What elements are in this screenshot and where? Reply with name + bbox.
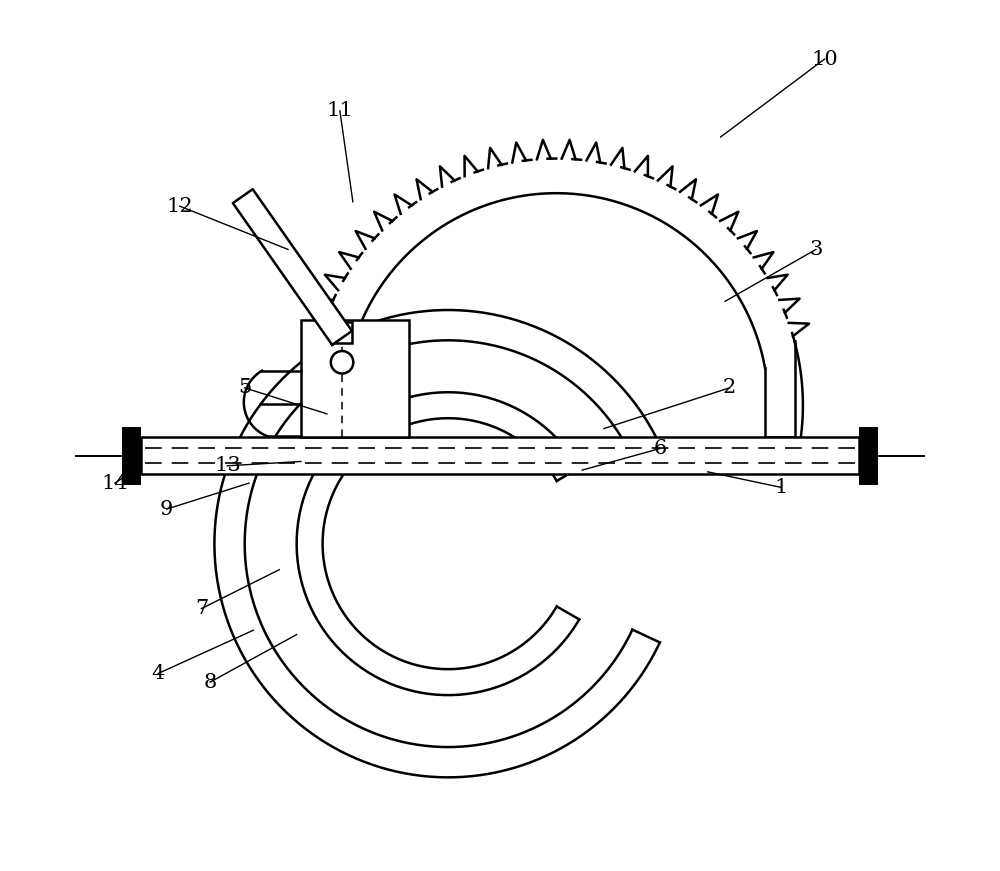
Text: 13: 13 [214,456,241,476]
Text: 14: 14 [102,474,128,493]
Bar [859,427,878,485]
Text: 5: 5 [238,378,251,397]
Text: 1: 1 [775,478,788,497]
Text: 3: 3 [809,240,823,259]
Bar [122,427,141,485]
Text: 2: 2 [723,378,736,397]
Polygon shape [233,189,352,345]
Text: 10: 10 [811,50,838,69]
Bar [332,322,352,343]
Circle shape [331,351,353,374]
Text: 9: 9 [160,500,173,518]
Bar [141,437,859,475]
Text: 11: 11 [327,101,353,120]
Text: 12: 12 [166,197,193,216]
Text: 7: 7 [195,599,208,618]
Text: 8: 8 [203,672,217,692]
Text: 6: 6 [653,439,667,458]
Bar [301,321,409,437]
Text: 4: 4 [152,664,165,683]
